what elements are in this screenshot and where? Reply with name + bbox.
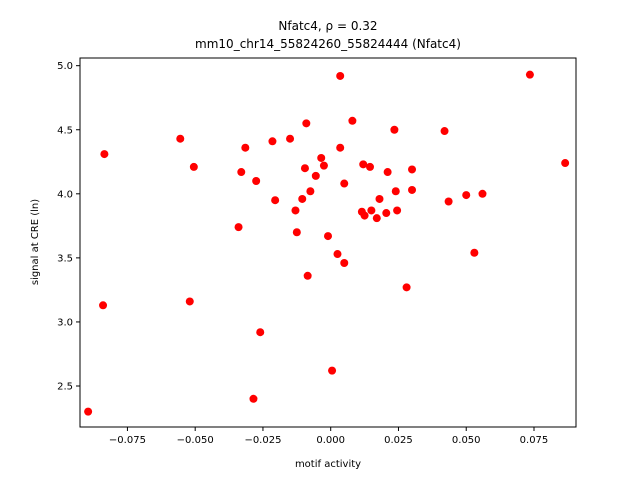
x-tick-label: 0.075 <box>520 435 549 446</box>
data-point <box>366 162 375 171</box>
data-point <box>319 161 328 170</box>
data-point <box>408 165 417 174</box>
data-point <box>390 125 399 134</box>
data-point <box>440 127 449 136</box>
data-point <box>561 159 570 168</box>
data-point <box>391 187 400 196</box>
data-point <box>402 283 411 292</box>
data-point <box>382 209 391 218</box>
data-point <box>268 137 277 146</box>
data-point <box>298 194 307 203</box>
data-point <box>336 143 345 152</box>
data-point <box>100 150 109 159</box>
data-point <box>359 160 368 169</box>
data-point <box>84 407 93 416</box>
data-point <box>234 223 243 232</box>
data-point <box>328 366 337 375</box>
data-point <box>252 177 261 185</box>
data-point <box>383 168 392 177</box>
x-tick-label: 0.000 <box>316 435 345 446</box>
data-point <box>311 171 320 180</box>
data-point <box>286 134 295 143</box>
data-point <box>393 206 402 215</box>
data-point <box>256 328 265 337</box>
data-point <box>340 179 349 188</box>
y-axis-ticks: 2.5 3.0 3.5 4.0 4.5 5.0 <box>57 61 80 393</box>
data-point <box>303 271 312 280</box>
y-tick-label: 5.0 <box>57 61 73 72</box>
data-point <box>333 250 342 259</box>
x-tick-label: −0.075 <box>109 435 146 446</box>
chart-title: Nfatc4, ρ = 0.32 mm10_chr14_55824260_558… <box>195 19 461 51</box>
data-point <box>317 153 326 162</box>
plot-frame <box>79 57 577 428</box>
data-point <box>292 228 301 237</box>
data-point <box>176 134 185 143</box>
data-point <box>241 143 250 152</box>
x-tick-label: −0.025 <box>244 435 281 446</box>
x-tick-label: 0.025 <box>384 435 413 446</box>
data-point <box>185 297 194 306</box>
chart-title-line2: mm10_chr14_55824260_55824444 (Nfatc4) <box>195 37 461 51</box>
y-tick-label: 3.0 <box>57 317 73 328</box>
x-tick-label: 0.050 <box>452 435 481 446</box>
data-point <box>372 214 381 223</box>
y-tick-label: 4.0 <box>57 189 73 200</box>
data-point <box>348 116 357 125</box>
data-point <box>324 232 332 241</box>
data-point <box>291 206 300 215</box>
chart-title-line1: Nfatc4, ρ = 0.32 <box>278 19 377 33</box>
data-point <box>462 191 471 200</box>
data-point <box>470 248 479 257</box>
data-point <box>375 194 384 203</box>
data-point <box>300 164 309 173</box>
y-tick-label: 4.5 <box>57 125 73 136</box>
data-point <box>237 168 246 177</box>
data-point <box>340 259 349 267</box>
x-axis-label: motif activity <box>295 459 361 470</box>
data-point <box>367 206 376 215</box>
x-axis-ticks: −0.075 −0.050 −0.025 0.000 0.025 0.050 0.075 <box>109 427 548 446</box>
data-point <box>306 187 315 196</box>
data-point <box>189 162 198 171</box>
data-point <box>444 197 453 206</box>
y-axis-label: signal at CRE (ln) <box>30 199 41 285</box>
data-points <box>84 70 570 416</box>
x-tick-label: −0.050 <box>177 435 214 446</box>
data-point <box>408 185 417 194</box>
data-point <box>302 119 311 128</box>
data-point <box>360 211 369 220</box>
data-point <box>99 301 108 310</box>
data-point <box>249 394 258 403</box>
y-tick-label: 3.5 <box>57 253 73 264</box>
data-point <box>525 70 534 79</box>
data-point <box>271 196 280 205</box>
data-point <box>478 189 487 198</box>
y-tick-label: 2.5 <box>57 382 73 393</box>
data-point <box>336 71 345 80</box>
